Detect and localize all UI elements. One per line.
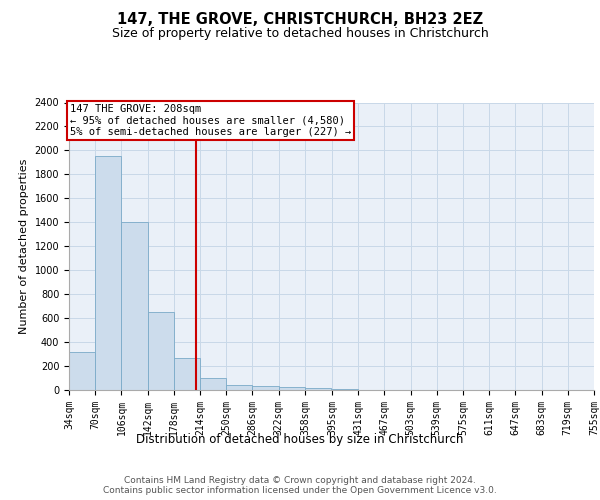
Text: Distribution of detached houses by size in Christchurch: Distribution of detached houses by size … — [136, 432, 464, 446]
Bar — [121, 222, 148, 390]
Bar — [226, 384, 253, 390]
Bar — [148, 312, 174, 390]
Bar — [200, 378, 226, 390]
Text: 147 THE GROVE: 208sqm
← 95% of detached houses are smaller (4,580)
5% of semi-de: 147 THE GROVE: 208sqm ← 95% of detached … — [70, 104, 351, 137]
Bar — [253, 386, 279, 390]
Text: 147, THE GROVE, CHRISTCHURCH, BH23 2EZ: 147, THE GROVE, CHRISTCHURCH, BH23 2EZ — [117, 12, 483, 28]
Bar — [69, 352, 95, 390]
Bar — [95, 156, 121, 390]
Bar — [174, 358, 200, 390]
Bar — [279, 387, 305, 390]
Y-axis label: Number of detached properties: Number of detached properties — [19, 158, 29, 334]
Text: Contains HM Land Registry data © Crown copyright and database right 2024.
Contai: Contains HM Land Registry data © Crown c… — [103, 476, 497, 495]
Text: Size of property relative to detached houses in Christchurch: Size of property relative to detached ho… — [112, 28, 488, 40]
Bar — [305, 388, 331, 390]
